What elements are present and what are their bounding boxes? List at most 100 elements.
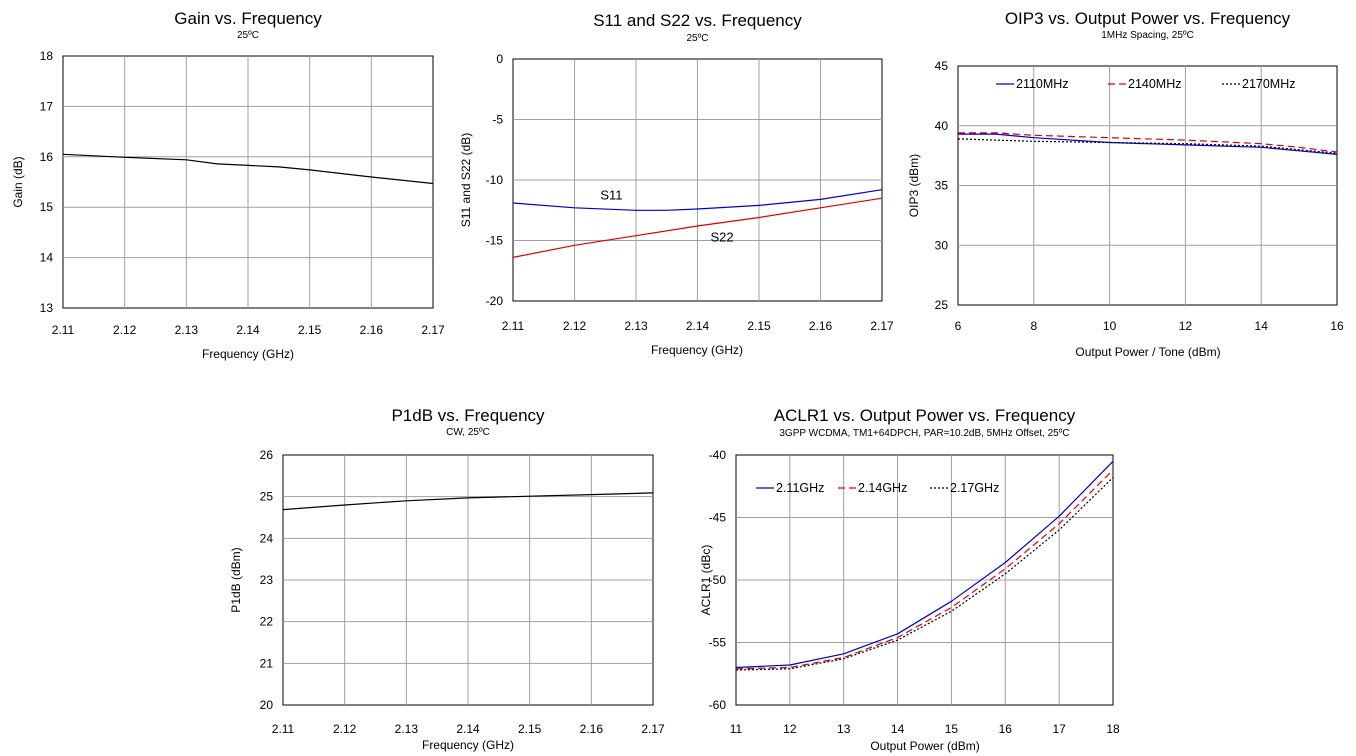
legend: 2.11GHz 2.14GHz 2.17GHz	[756, 481, 999, 495]
y-tick-label: 45	[935, 59, 949, 73]
chart-subtitle: 25ºC	[687, 33, 709, 44]
x-tick-label: 2.17	[641, 722, 665, 736]
x-tick-label: 14	[1255, 319, 1269, 333]
series-line-2170mhz	[957, 138, 1338, 154]
x-tick-label: 2.17	[421, 323, 445, 337]
x-tick-label: 2.11	[502, 319, 525, 333]
y-tick-label: -15	[486, 234, 504, 248]
x-tick-label: 2.15	[518, 722, 542, 736]
x-tick-label: 11	[730, 722, 743, 736]
x-tick-label: 2.12	[113, 323, 137, 337]
chart-title: P1dB vs. Frequency	[391, 406, 545, 425]
y-tick-label: -10	[486, 173, 504, 187]
x-tick-label: 2.14	[686, 319, 710, 333]
y-tick-label: 23	[260, 573, 274, 587]
y-axis-label: S11 and S22 (dB)	[459, 133, 473, 228]
y-tick-label: 25	[935, 298, 949, 312]
x-tick-label: 2.13	[624, 319, 648, 333]
gridlines	[63, 56, 433, 308]
x-tick-label: 8	[1030, 319, 1037, 333]
y-tick-label: 16	[40, 150, 54, 164]
y-axis-label: OIP3 (dBm)	[907, 154, 921, 217]
y-tick-label: 25	[260, 490, 274, 504]
chart-5: ACLR1 vs. Output Power vs. Frequency 3GPP…	[699, 406, 1120, 753]
y-axis-label: ACLR1 (dBc)	[699, 545, 713, 616]
series-line-2.14ghz	[735, 469, 1114, 670]
y-tick-label: 14	[40, 251, 54, 265]
y-tick-label: -5	[492, 113, 503, 127]
x-tick-label: 2.14	[456, 722, 480, 736]
chart-subtitle: 3GPP WCDMA, TM1+64DPCH, PAR=10.2dB, 5MHz…	[779, 428, 1069, 439]
chart-title: S11 and S22 vs. Frequency	[593, 11, 802, 30]
chart-3: OIP3 vs. Output Power vs. Frequency 1MHz …	[907, 9, 1344, 359]
chart-subtitle: 1MHz Spacing, 25ºC	[1101, 30, 1194, 41]
x-tick-label: 2.16	[580, 722, 604, 736]
x-tick-label: 2.15	[298, 323, 322, 337]
x-axis-label: Output Power / Tone (dBm)	[1075, 345, 1220, 359]
y-tick-label: 26	[260, 448, 274, 462]
y-tick-label: 17	[40, 99, 54, 113]
chart-subtitle: CW, 25ºC	[446, 427, 490, 438]
y-tick-label: 40	[935, 119, 949, 133]
y-tick-label: 0	[496, 52, 503, 66]
gridlines	[513, 59, 882, 301]
y-tick-label: 15	[40, 200, 54, 214]
series-line-s22	[512, 197, 883, 258]
y-tick-label: 35	[935, 179, 949, 193]
chart-4: P1dB vs. Frequency CW, 25ºC 2.11 2.12 2.13 2.…	[229, 406, 665, 752]
x-tick-label: 15	[945, 722, 959, 736]
x-tick-label: 10	[1103, 319, 1117, 333]
chart-title: OIP3 vs. Output Power vs. Frequency	[1005, 9, 1291, 28]
series-line-s11	[512, 189, 883, 211]
x-tick-label: 16	[1330, 319, 1344, 333]
series-line-1	[282, 492, 654, 511]
x-tick-label: 2.12	[563, 319, 587, 333]
chart-title: ACLR1 vs. Output Power vs. Frequency	[774, 406, 1076, 425]
x-axis-label: Frequency (GHz)	[422, 738, 514, 752]
x-tick-label: 2.16	[360, 323, 384, 337]
x-tick-label: 6	[955, 319, 962, 333]
series-line-2.11ghz	[735, 460, 1114, 669]
x-tick-label: 2.14	[236, 323, 260, 337]
chart-1: Gain vs. Frequency 25ºC 2.11 2.12 2.13 2.14 2.…	[11, 9, 445, 361]
legend-entry: 2.14GHz	[858, 481, 907, 495]
gridlines	[958, 66, 1337, 305]
y-tick-label: 24	[260, 531, 274, 545]
x-tick-label: 2.13	[395, 722, 419, 736]
series-line-2.17ghz	[735, 477, 1114, 671]
x-tick-label: 16	[999, 722, 1013, 736]
x-tick-label: 2.15	[747, 319, 771, 333]
x-tick-label: 12	[783, 722, 797, 736]
y-tick-label: -60	[709, 698, 727, 712]
y-tick-label: 20	[260, 698, 274, 712]
x-tick-label: 2.12	[333, 722, 357, 736]
y-tick-label: 21	[260, 656, 274, 670]
y-tick-label: 18	[40, 49, 54, 63]
legend-entry: 2.17GHz	[950, 481, 999, 495]
y-tick-label: -45	[709, 511, 727, 525]
x-tick-label: 2.17	[870, 319, 894, 333]
y-tick-label: -50	[709, 573, 727, 587]
chart-2: S11 and S22 vs. Frequency 25ºC 2.11 2.12 2.1…	[459, 11, 894, 357]
y-tick-label: -55	[709, 636, 727, 650]
y-tick-label: 22	[260, 615, 274, 629]
x-tick-label: 2.16	[809, 319, 833, 333]
annotation-label: S11	[600, 187, 622, 202]
x-tick-label: 2.11	[52, 323, 75, 337]
x-tick-label: 12	[1179, 319, 1193, 333]
x-axis-label: Output Power (dBm)	[870, 739, 979, 753]
series-line-1	[62, 153, 434, 185]
gridlines	[736, 455, 1113, 705]
x-tick-label: 2.11	[272, 722, 295, 736]
x-tick-label: 14	[891, 722, 905, 736]
chart-subtitle: 25ºC	[237, 30, 259, 41]
x-tick-label: 2.13	[175, 323, 199, 337]
legend-entry: 2140MHz	[1128, 77, 1182, 91]
y-axis-label: Gain (dB)	[11, 156, 25, 207]
y-tick-label: 30	[935, 238, 949, 252]
y-tick-label: -40	[709, 448, 727, 462]
legend: 2110MHz 2140MHz 2170MHz	[996, 77, 1296, 91]
y-tick-label: -20	[486, 294, 504, 308]
x-tick-label: 13	[837, 722, 851, 736]
legend-entry: 2.11GHz	[776, 481, 824, 495]
